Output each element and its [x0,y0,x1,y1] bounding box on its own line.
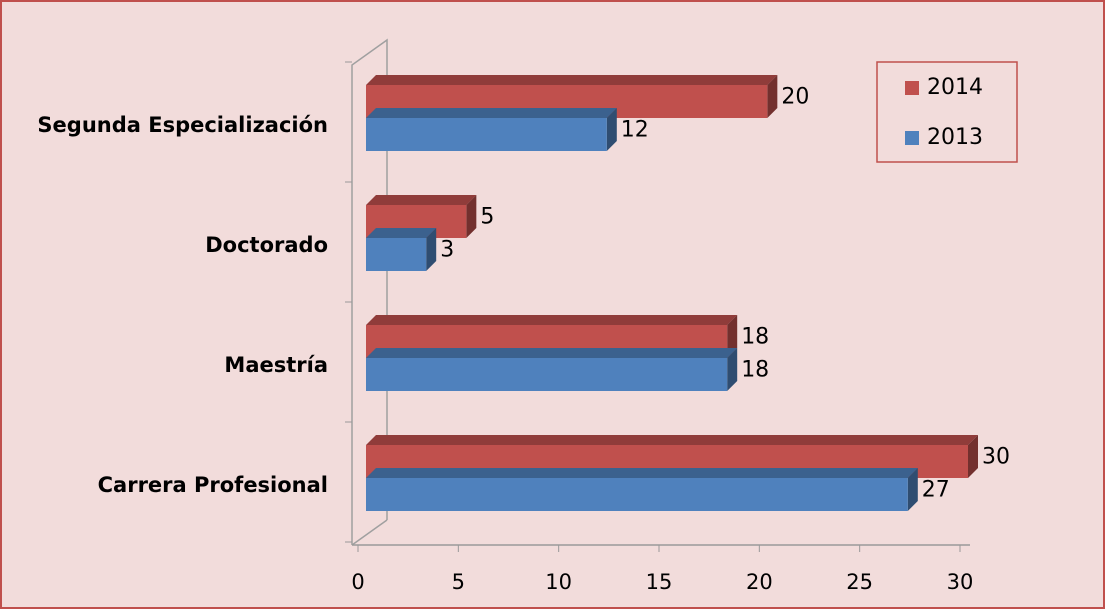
back-wall [351,38,970,546]
y-tick-label: Segunda Especialización [37,113,328,137]
y-tick-label: Maestría [224,353,328,377]
legend-label: 2013 [927,125,983,150]
bar-top [366,468,918,478]
value-label: 18 [741,358,769,383]
bar-top [366,75,778,85]
x-tick-label: 15 [646,570,673,594]
value-label: 12 [621,118,649,143]
bar [366,238,427,271]
bar-side [907,468,918,511]
x-tick-label: 25 [846,570,873,594]
bar-top [366,195,477,205]
bar-side [968,435,978,478]
value-label: 30 [982,445,1010,470]
value-label: 27 [922,478,950,503]
bar-side [466,195,477,238]
bar-top [366,315,738,325]
bar-top [366,108,617,118]
bar-top [366,348,738,358]
bar [366,478,908,511]
x-tick-label: 5 [452,570,465,594]
legend-label: 2014 [927,75,983,100]
legend-swatch [905,131,919,145]
bar-side [767,75,778,118]
legend-box [876,61,1018,163]
bar-top [366,435,978,445]
value-label: 3 [440,238,454,263]
x-tick-label: 0 [351,570,364,594]
bar [366,118,607,151]
legend-swatch [905,81,919,95]
bar-side [727,315,738,358]
x-tick-label: 20 [746,570,773,594]
bar-side [426,228,437,271]
y-tick-label: Carrera Profesional [98,473,328,497]
bar-side [606,108,617,151]
bar-top [366,228,437,238]
value-label: 5 [480,205,494,230]
value-label: 18 [741,325,769,350]
bar-side [727,348,738,391]
x-tick-label: 30 [947,570,974,594]
x-tick-label: 10 [545,570,572,594]
value-label: 20 [781,85,809,110]
bar [366,358,728,391]
y-tick-label: Doctorado [205,233,328,257]
